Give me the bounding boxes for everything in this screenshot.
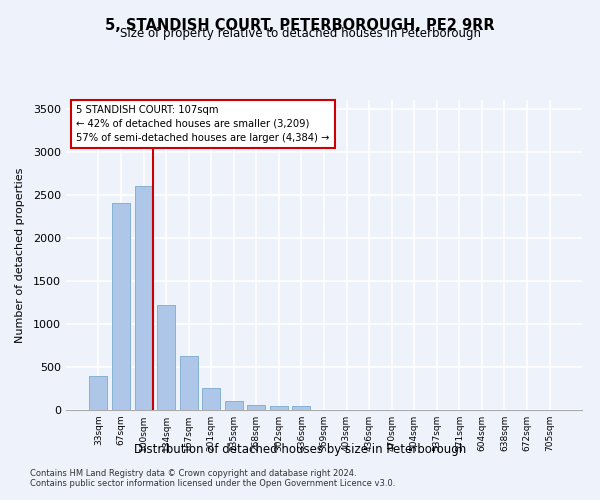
- Bar: [270, 406, 288, 410]
- Bar: [157, 305, 175, 410]
- Text: Contains public sector information licensed under the Open Government Licence v3: Contains public sector information licen…: [30, 479, 395, 488]
- Bar: [292, 406, 310, 410]
- Bar: [247, 405, 265, 410]
- Bar: [134, 186, 152, 410]
- Text: 5 STANDISH COURT: 107sqm
← 42% of detached houses are smaller (3,209)
57% of sem: 5 STANDISH COURT: 107sqm ← 42% of detach…: [76, 104, 329, 142]
- Bar: [202, 388, 220, 410]
- Bar: [225, 402, 243, 410]
- Text: Contains HM Land Registry data © Crown copyright and database right 2024.: Contains HM Land Registry data © Crown c…: [30, 469, 356, 478]
- Text: Size of property relative to detached houses in Peterborough: Size of property relative to detached ho…: [119, 28, 481, 40]
- Y-axis label: Number of detached properties: Number of detached properties: [14, 168, 25, 342]
- Bar: [89, 376, 107, 410]
- Bar: [112, 204, 130, 410]
- Bar: [179, 356, 198, 410]
- Text: 5, STANDISH COURT, PETERBOROUGH, PE2 9RR: 5, STANDISH COURT, PETERBOROUGH, PE2 9RR: [105, 18, 495, 32]
- Text: Distribution of detached houses by size in Peterborough: Distribution of detached houses by size …: [134, 442, 466, 456]
